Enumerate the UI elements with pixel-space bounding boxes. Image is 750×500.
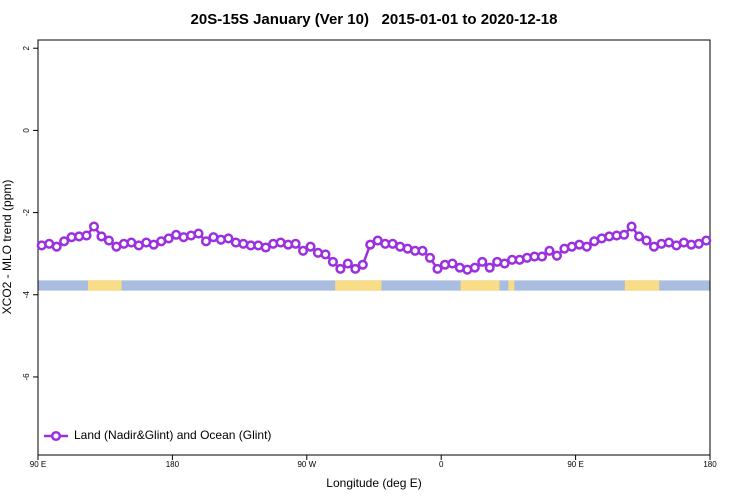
y-tick-label: -4 <box>22 291 31 299</box>
land-band <box>508 280 515 291</box>
land-band <box>460 280 500 291</box>
point <box>447 258 458 269</box>
point <box>103 235 114 246</box>
legend-marker <box>50 430 62 442</box>
x-tick-label: 90 E <box>30 460 46 469</box>
x-axis-label: Longitude (deg E) <box>326 476 421 490</box>
point <box>641 235 652 246</box>
point <box>357 259 368 270</box>
point <box>634 231 645 242</box>
point <box>417 245 428 256</box>
point <box>350 263 361 274</box>
point <box>432 263 443 274</box>
point <box>544 245 555 256</box>
point <box>477 256 488 267</box>
legend-label: Land (Nadir&Glint) and Ocean (Glint) <box>74 428 271 442</box>
y-axis-label: XCO2 - MLO trend (ppm) <box>0 180 14 315</box>
point <box>499 258 510 269</box>
point <box>626 221 637 232</box>
point <box>327 256 338 267</box>
point <box>424 252 436 263</box>
x-tick-label: 0 <box>439 460 444 469</box>
x-tick-label: 90 W <box>297 460 316 469</box>
y-tick-label: 2 <box>22 45 31 50</box>
y-tick-label: -6 <box>22 373 31 381</box>
point <box>81 230 92 241</box>
land-band <box>624 280 660 291</box>
point <box>298 245 309 256</box>
point <box>59 236 70 247</box>
point <box>51 241 62 252</box>
point <box>335 263 346 274</box>
point <box>581 241 592 252</box>
point <box>551 250 562 261</box>
y-tick-label: 0 <box>22 128 31 133</box>
point <box>96 231 107 242</box>
point <box>701 235 712 246</box>
point <box>88 221 100 232</box>
land-band <box>335 280 382 291</box>
point <box>260 242 271 253</box>
x-tick-label: 180 <box>703 460 717 469</box>
point <box>163 233 174 244</box>
point <box>536 251 548 262</box>
point <box>469 262 480 273</box>
point <box>305 241 316 252</box>
point <box>290 238 301 249</box>
x-tick-label: 90 E <box>567 460 583 469</box>
x-tick-label: 180 <box>166 460 180 469</box>
chart-title: 20S-15S January (Ver 10) 2015-01-01 to 2… <box>191 11 558 28</box>
point <box>223 233 234 244</box>
point <box>200 236 212 247</box>
point <box>320 249 331 260</box>
point <box>619 229 630 240</box>
land-band <box>88 280 122 291</box>
point <box>342 258 353 269</box>
y-tick-label: -2 <box>22 208 31 216</box>
point <box>365 239 376 250</box>
point <box>193 228 204 239</box>
point <box>484 262 495 273</box>
